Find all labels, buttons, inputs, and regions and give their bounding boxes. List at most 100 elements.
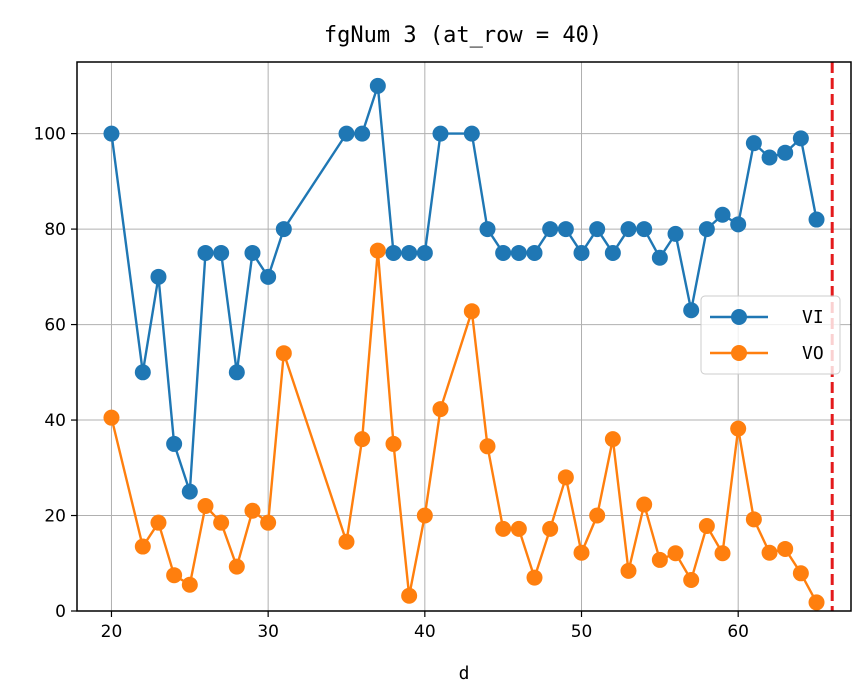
data-point: [228, 558, 245, 575]
data-point: [401, 244, 418, 261]
data-point: [792, 130, 809, 147]
data-point: [260, 514, 277, 531]
data-point: [416, 507, 433, 524]
legend-label: VI: [802, 307, 824, 328]
data-point: [651, 249, 668, 266]
data-point: [761, 149, 778, 166]
data-point: [213, 514, 230, 531]
series-vi: [103, 77, 825, 500]
series-vo: [103, 242, 825, 611]
data-point: [589, 221, 606, 238]
data-point: [354, 125, 371, 142]
data-point: [604, 431, 621, 448]
legend: VI VO: [700, 295, 841, 375]
data-point: [275, 345, 292, 362]
data-point: [526, 569, 543, 586]
data-point: [150, 514, 167, 531]
data-point: [385, 435, 402, 452]
x-tick-label: 50: [571, 622, 593, 642]
data-point: [432, 125, 449, 142]
y-tick-label: 0: [55, 602, 66, 622]
data-point: [604, 244, 621, 261]
data-point: [698, 518, 715, 535]
ticks: 20 30 40 50 60 0 20 40 60 80 100: [34, 125, 749, 642]
data-point: [432, 401, 449, 418]
data-point: [510, 520, 527, 537]
data-point: [479, 221, 496, 238]
data-point: [777, 144, 794, 161]
data-point: [651, 551, 668, 568]
data-point: [369, 242, 386, 259]
data-point: [228, 364, 245, 381]
data-point: [181, 576, 198, 593]
data-point: [260, 268, 277, 285]
data-point: [557, 469, 574, 486]
data-point: [745, 135, 762, 152]
data-point: [166, 567, 183, 584]
data-point: [385, 244, 402, 261]
data-point: [338, 533, 355, 550]
data-point: [620, 562, 637, 579]
data-point: [698, 221, 715, 238]
data-point: [197, 497, 214, 514]
data-point: [761, 544, 778, 561]
legend-marker: [731, 345, 747, 361]
y-tick-label: 80: [44, 220, 66, 240]
x-tick-label: 20: [101, 622, 123, 642]
data-point: [275, 221, 292, 238]
data-point: [542, 520, 559, 537]
data-point: [730, 216, 747, 233]
data-point: [526, 244, 543, 261]
data-point: [244, 244, 261, 261]
series-line: [110, 84, 818, 493]
data-point: [683, 571, 700, 588]
data-point: [150, 268, 167, 285]
data-point: [463, 303, 480, 320]
data-point: [808, 594, 825, 611]
data-point: [557, 221, 574, 238]
data-point: [416, 244, 433, 261]
y-tick-label: 40: [44, 411, 66, 431]
data-point: [495, 244, 512, 261]
data-point: [714, 206, 731, 223]
y-tick-label: 20: [44, 507, 66, 527]
data-point: [134, 538, 151, 555]
data-point: [338, 125, 355, 142]
x-axis-label: d: [459, 663, 470, 684]
x-tick-label: 40: [414, 622, 436, 642]
data-point: [636, 496, 653, 513]
data-point: [463, 125, 480, 142]
data-point: [354, 431, 371, 448]
legend-label: VO: [802, 343, 824, 364]
data-point: [401, 587, 418, 604]
data-point: [667, 225, 684, 242]
data-point: [683, 302, 700, 319]
data-point: [369, 77, 386, 94]
data-point: [808, 211, 825, 228]
data-point: [495, 520, 512, 537]
data-point: [777, 540, 794, 557]
data-point: [573, 544, 590, 561]
data-point: [103, 125, 120, 142]
data-point: [244, 502, 261, 519]
data-point: [134, 364, 151, 381]
series-layer: [103, 77, 825, 611]
data-point: [792, 565, 809, 582]
data-point: [103, 409, 120, 426]
data-point: [197, 244, 214, 261]
x-tick-label: 30: [257, 622, 279, 642]
data-point: [542, 221, 559, 238]
y-tick-label: 60: [44, 316, 66, 336]
data-point: [745, 511, 762, 528]
data-point: [181, 483, 198, 500]
data-point: [589, 507, 606, 524]
data-point: [573, 244, 590, 261]
plot-frame: [76, 61, 852, 612]
data-point: [510, 244, 527, 261]
data-point: [730, 420, 747, 437]
x-tick-label: 60: [727, 622, 749, 642]
data-point: [714, 545, 731, 562]
data-point: [213, 244, 230, 261]
data-point: [479, 438, 496, 455]
